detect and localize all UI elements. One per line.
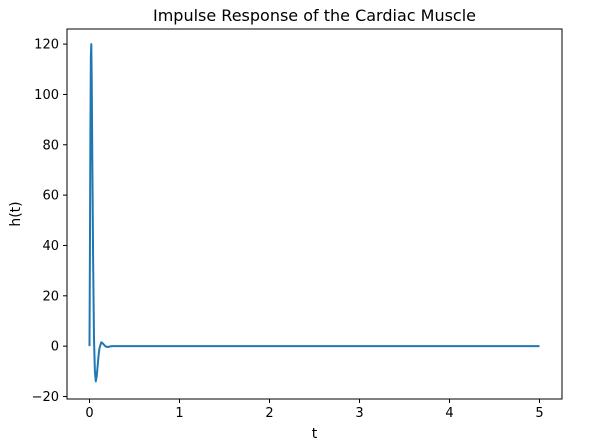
y-tick-label: 100 <box>34 88 59 103</box>
y-ticks: −20 0 20 40 60 80 100 120 <box>32 38 67 405</box>
x-tick-label: 4 <box>445 406 453 421</box>
chart-title: Impulse Response of the Cardiac Muscle <box>153 6 476 25</box>
y-axis-label: h(t) <box>8 201 24 226</box>
x-tick-label: 5 <box>535 406 543 421</box>
x-axis-label: t <box>312 426 318 442</box>
y-tick-label: 20 <box>42 289 59 304</box>
plot-layer <box>88 43 540 383</box>
y-tick-label: −20 <box>32 390 59 405</box>
x-ticks: 0 1 2 3 4 5 <box>85 399 544 421</box>
y-tick-label: 60 <box>42 189 59 204</box>
y-tick-label: 0 <box>51 340 59 355</box>
series-line-0 <box>88 43 540 383</box>
axes-frame <box>66 28 563 400</box>
y-tick-label: 80 <box>42 138 59 153</box>
y-tick-label: 120 <box>34 38 59 53</box>
y-tick-label: 40 <box>42 239 59 254</box>
x-tick-label: 2 <box>265 406 273 421</box>
x-tick-label: 0 <box>85 406 93 421</box>
x-tick-label: 1 <box>175 406 183 421</box>
x-tick-label: 3 <box>355 406 363 421</box>
